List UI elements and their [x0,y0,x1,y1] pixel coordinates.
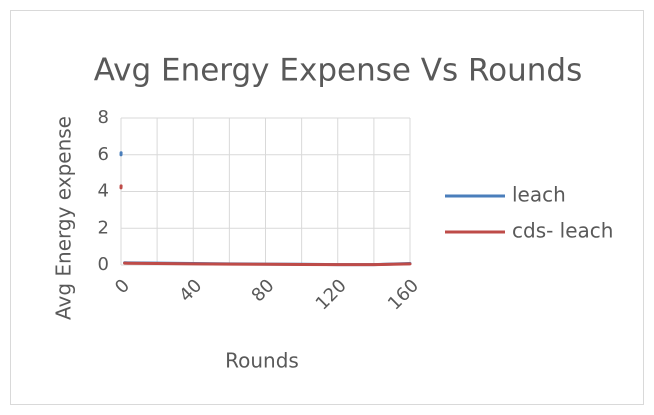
y-tick-label: 0 [98,254,109,275]
x-axis-label: Rounds [225,349,299,373]
legend-label: cds- leach [512,219,613,243]
y-tick-label: 8 [98,107,109,128]
chart-border [10,10,644,405]
y-tick-label: 4 [98,181,109,202]
legend-label: leach [512,183,566,207]
chart-title: Avg Energy Expense Vs Rounds [94,53,583,89]
y-axis-label: Avg Energy expense [52,116,76,320]
y-tick-label: 6 [98,144,109,165]
y-tick-label: 2 [98,217,109,238]
line-series [119,184,412,267]
